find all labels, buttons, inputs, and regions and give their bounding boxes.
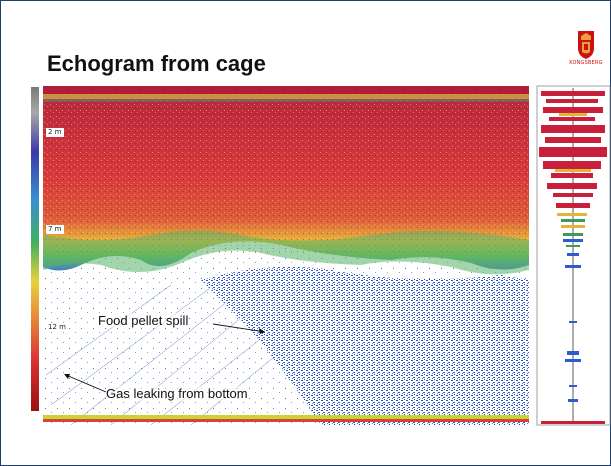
echogram-graphic — [31, 85, 611, 426]
color-scale-bar — [31, 87, 39, 411]
annotation-gas-leak: Gas leaking from bottom — [106, 386, 248, 401]
logo-text: KONGSBERG — [569, 60, 603, 66]
side-profile-panel — [536, 85, 611, 426]
depth-label-12m: 12 m — [46, 323, 68, 332]
slide-title: Echogram from cage — [47, 51, 266, 76]
annotation-food-pellet: Food pellet spill — [98, 313, 189, 328]
kongsberg-logo: KONGSBERG — [566, 30, 606, 70]
kongsberg-shield-icon — [578, 31, 594, 59]
echogram-figure: 2 m 7 m 12 m Food pellet spill Gas leaki… — [31, 85, 611, 427]
depth-label-2m: 2 m — [46, 128, 64, 137]
echogram-main — [43, 86, 529, 425]
depth-label-7m: 7 m — [46, 225, 64, 234]
